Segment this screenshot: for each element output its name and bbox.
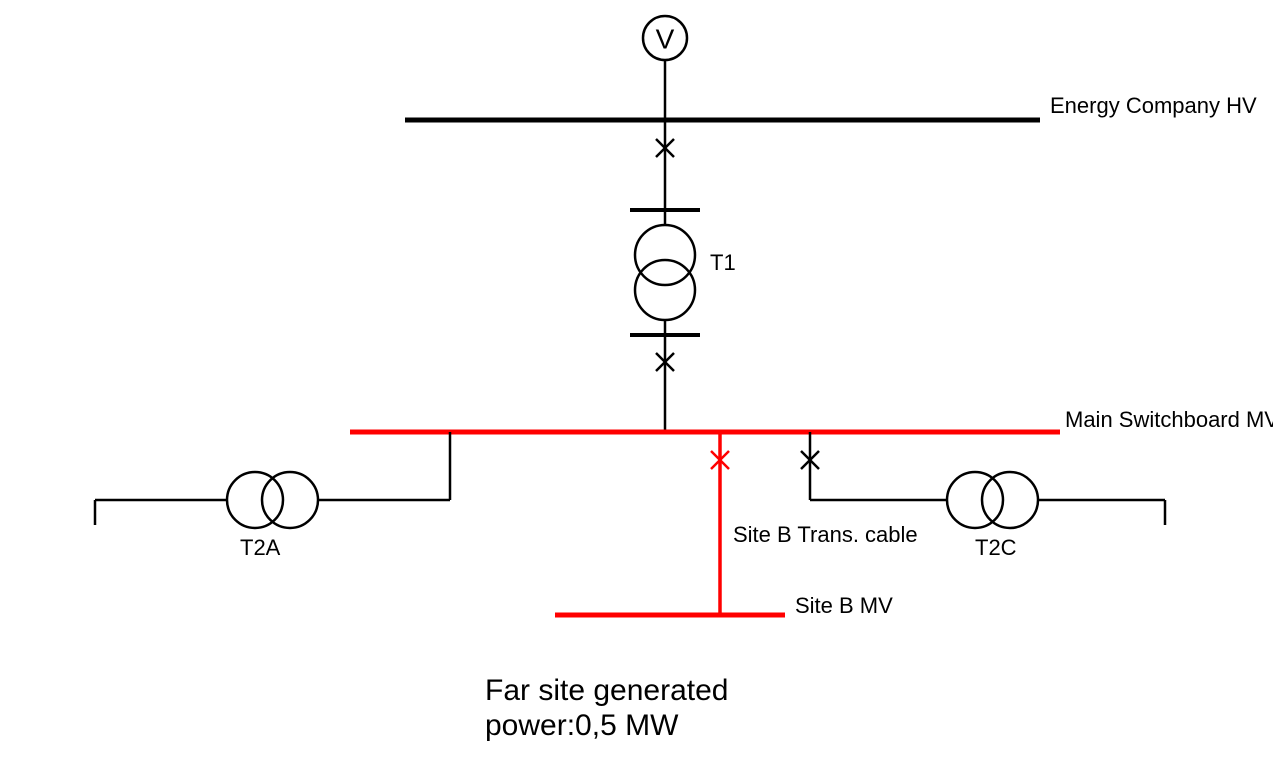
transformer-t1-symbol	[635, 210, 695, 335]
transformer-t1-label: T1	[710, 250, 736, 275]
feeder-left	[95, 432, 450, 528]
caption-line2: power:0,5 MW	[485, 709, 679, 742]
voltmeter-letter: V	[656, 24, 675, 55]
transformer-t2c-label: T2C	[975, 535, 1017, 560]
site-b-cable	[711, 432, 729, 615]
caption-line1: Far site generated	[485, 674, 728, 707]
site-b-cable-label: Site B Trans. cable	[733, 522, 918, 547]
site-b-bus-label: Site B MV	[795, 593, 893, 618]
single-line-diagram: V Energy Company HV T1 Main Switchboard …	[0, 0, 1273, 773]
feeder-right	[801, 432, 1165, 528]
transformer-t2a-label: T2A	[240, 535, 281, 560]
voltmeter-symbol: V	[643, 16, 687, 120]
hv-bus-label: Energy Company HV	[1050, 93, 1257, 118]
main-switchboard-label: Main Switchboard MV	[1065, 407, 1273, 432]
